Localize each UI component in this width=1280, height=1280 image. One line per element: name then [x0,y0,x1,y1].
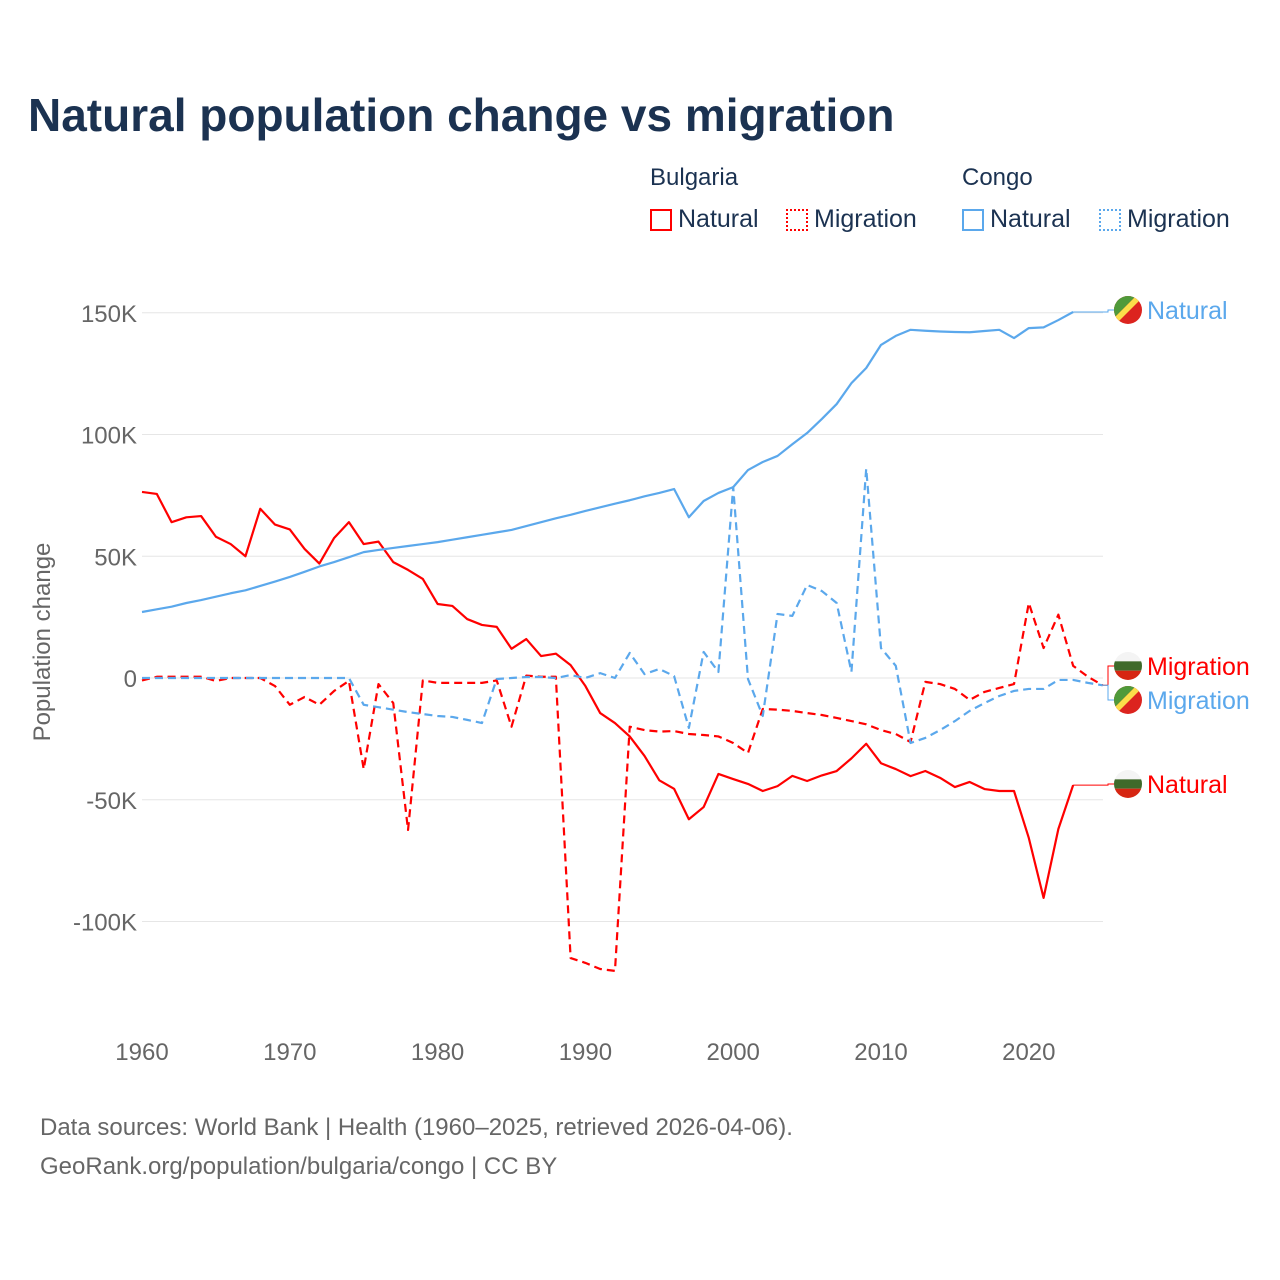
legend-bulgaria-natural[interactable]: Natural [650,205,759,234]
y-tick-label: 150K [81,301,137,328]
y-tick-label: 100K [81,423,137,450]
series-line-congo-migration [142,467,1103,745]
legend-bulgaria-migration[interactable]: Migration [786,205,917,234]
legend-congo-natural[interactable]: Natural [962,205,1071,234]
flag-green [1114,686,1136,708]
flag-green [1114,296,1136,318]
x-tick-label: 2010 [854,1039,907,1066]
legend-congo-migration[interactable]: Migration [1099,205,1230,234]
label-connector [1102,665,1114,686]
bulgaria-flag-icon [1114,770,1142,798]
legend-swatch-solid [962,208,984,231]
series-line-bulgaria-migration [141,601,1104,973]
y-tick-label: 50K [94,544,137,571]
flag-red [1114,686,1142,714]
flag-stripe [1114,779,1142,789]
legend-group-congo: Congo [962,164,1033,191]
flag-body [1114,686,1142,714]
flag-red [1114,296,1142,324]
bulgaria-flag-icon [1114,652,1142,680]
series-end-label: Natural [1147,297,1228,325]
flag-body [1114,770,1142,798]
y-tick-label: -100K [73,910,137,937]
series-end-label: Migration [1147,687,1250,715]
flag-stripe [1114,770,1142,780]
label-connector [1073,783,1114,786]
data-source-note: Data sources: World Bank | Health (1960–… [40,1114,793,1141]
label-connector [1073,309,1114,313]
x-tick-label: 1980 [411,1039,464,1066]
y-tick-label: -50K [86,788,137,815]
legend-swatch-dotted [1099,208,1121,231]
legend-group-bulgaria: Bulgaria [650,164,739,191]
series-end-label: Migration [1147,653,1250,681]
legend-swatch-dotted [786,208,808,231]
flag-yellow [1114,686,1142,714]
label-connector [1102,684,1114,701]
flag-body [1114,652,1142,680]
series-end-label: Natural [1147,771,1228,799]
flag-yellow [1114,296,1142,324]
congo-flag-icon [1114,686,1142,714]
legend-label: Natural [678,205,759,233]
flag-body [1114,296,1142,324]
footer: Data sources: World Bank | Health (1960–… [40,1108,793,1186]
legend-swatch-solid [650,208,672,231]
x-tick-label: 2020 [1002,1039,1055,1066]
chart-title: Natural population change vs migration [28,89,895,141]
flag-stripe [1114,670,1142,680]
flag-stripe [1114,788,1142,798]
congo-flag-icon [1114,296,1142,324]
y-axis-label: Population change [29,543,56,742]
y-tick-label: 0 [124,666,137,693]
legend-label: Migration [814,205,917,233]
x-tick-label: 1960 [115,1039,168,1066]
flag-stripe [1114,661,1142,671]
x-tick-label: 1990 [559,1039,612,1066]
flag-stripe [1114,652,1142,662]
x-tick-label: 1970 [263,1039,316,1066]
source-link[interactable]: GeoRank.org/population/bulgaria/congo | … [40,1153,558,1180]
legend-label: Natural [990,205,1071,233]
series-line-congo-natural [141,311,1074,614]
x-tick-label: 2000 [707,1039,760,1066]
series-line-bulgaria-natural [141,490,1075,899]
legend-label: Migration [1127,205,1230,233]
